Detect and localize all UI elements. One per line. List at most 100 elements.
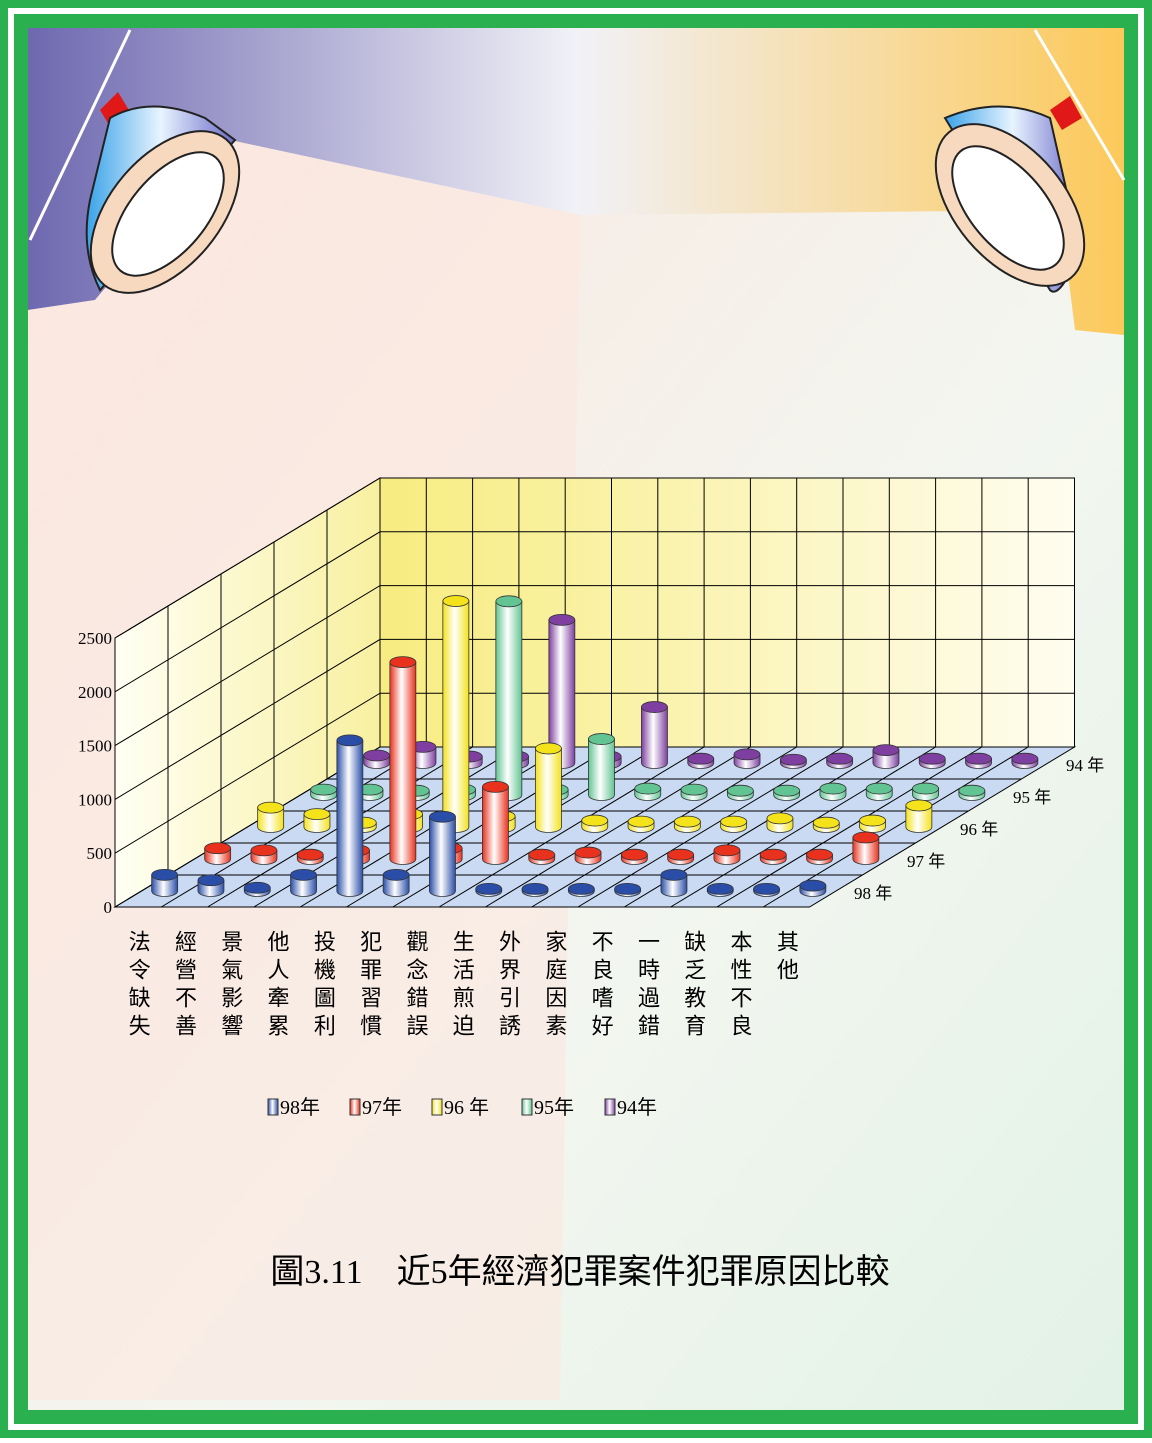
cylinder-top xyxy=(197,874,225,887)
cylinder-top xyxy=(905,799,933,812)
x-tick-label: 外界引誘 xyxy=(496,930,521,1042)
y-tick-label: 2000 xyxy=(78,683,112,702)
y-tick-label: 1000 xyxy=(78,790,112,809)
cylinder-top xyxy=(918,752,946,765)
cylinder-top xyxy=(799,879,827,892)
cylinder-top xyxy=(442,595,470,607)
cylinder-top xyxy=(574,846,602,859)
grid-line xyxy=(114,746,1075,908)
legend-swatch xyxy=(431,1098,443,1116)
cylinder xyxy=(257,807,285,833)
top-band xyxy=(28,28,1124,335)
cylinder xyxy=(151,874,179,897)
floor-grid xyxy=(438,746,705,908)
grid-line xyxy=(114,692,1075,854)
legend-swatch xyxy=(267,1098,279,1116)
cylinder-top xyxy=(660,868,688,881)
chart-title: 圖3.11 近5年經濟犯罪案件犯罪原因比較 xyxy=(270,1253,889,1291)
x-tick-label: 其他 xyxy=(774,930,799,986)
cylinder-top xyxy=(819,782,847,795)
y-tick-label: 2500 xyxy=(78,629,112,648)
cylinder-top xyxy=(859,814,886,827)
legend-swatch xyxy=(349,1098,361,1116)
cylinder xyxy=(495,600,523,801)
cylinder-top xyxy=(567,882,595,895)
cylinder-top xyxy=(733,748,761,761)
row-label: 96 年 xyxy=(960,820,998,839)
x-tick-label: 不良嗜好 xyxy=(589,930,614,1042)
cylinder-top xyxy=(958,784,986,797)
x-tick-label: 經營不善 xyxy=(172,930,197,1042)
cylinder xyxy=(389,661,417,865)
x-tick-label: 法令缺失 xyxy=(126,930,151,1042)
cylinder xyxy=(535,748,562,833)
cylinder-top xyxy=(687,752,715,765)
cylinder-top xyxy=(257,801,285,814)
row-label: 95 年 xyxy=(1013,788,1051,807)
row-label: 97 年 xyxy=(907,852,945,871)
cylinder-top xyxy=(667,848,695,861)
cylinder-top xyxy=(806,848,833,861)
cylinder-top xyxy=(713,844,741,857)
cylinder xyxy=(660,874,688,897)
cylinder-top xyxy=(726,784,754,797)
cylinder-top xyxy=(336,734,364,747)
cylinder-top xyxy=(673,815,701,828)
floor-grid xyxy=(485,746,751,908)
cylinder-top xyxy=(363,749,391,762)
cylinder-top xyxy=(151,868,179,881)
x-tick-label: 投機圖利 xyxy=(311,930,336,1042)
x-tick-label: 犯罪習慣 xyxy=(357,930,382,1042)
cylinder xyxy=(588,738,615,801)
lamp-wire xyxy=(28,29,132,241)
cylinder-top xyxy=(766,812,794,825)
cylinder-top xyxy=(389,656,417,668)
legend-label: 94年 xyxy=(617,1096,657,1119)
y-tick-label: 1500 xyxy=(78,737,112,756)
cylinder-top xyxy=(250,844,278,857)
cylinder xyxy=(482,786,509,865)
cylinder-top xyxy=(759,848,787,861)
legend-swatch xyxy=(604,1098,616,1116)
cylinder xyxy=(442,600,470,833)
x-tick-label: 景氣影響 xyxy=(218,930,243,1042)
cylinder-top xyxy=(753,882,780,895)
cylinder-top xyxy=(912,782,939,795)
cylinder-top xyxy=(429,810,456,823)
cylinder-top xyxy=(641,701,668,713)
cylinder-top xyxy=(482,781,509,793)
grid-line xyxy=(114,638,1075,800)
cylinder-top xyxy=(243,881,271,894)
legend-label: 97年 xyxy=(362,1096,402,1119)
cylinder-top xyxy=(965,752,992,765)
legend-label: 95年 xyxy=(534,1096,574,1119)
cylinder-top xyxy=(706,882,734,895)
cylinder-top xyxy=(290,868,317,881)
cylinder xyxy=(429,816,456,897)
cylinder-top xyxy=(475,882,503,895)
cylinder-top xyxy=(204,842,232,855)
cylinder-top xyxy=(627,815,655,828)
row-label: 98 年 xyxy=(854,884,892,903)
cylinder-top xyxy=(1011,752,1039,765)
cylinder-top xyxy=(535,742,562,755)
cylinder-top xyxy=(310,783,338,796)
floor-grid xyxy=(670,746,936,908)
cylinder xyxy=(852,837,880,865)
cylinder xyxy=(336,739,364,897)
cylinder-top xyxy=(872,744,900,756)
y-tick-label: 500 xyxy=(87,844,113,863)
floor-grid xyxy=(716,746,983,908)
cylinder-top xyxy=(826,752,854,765)
cylinder-top xyxy=(614,882,642,895)
cylinder-top xyxy=(812,816,840,829)
cylinder-top xyxy=(773,784,801,797)
grid-line xyxy=(114,477,1075,639)
cylinder-top xyxy=(521,882,549,895)
cylinder xyxy=(641,706,668,769)
x-tick-label: 本性不良 xyxy=(728,930,753,1042)
cylinder-top xyxy=(634,782,662,795)
cylinder-top xyxy=(720,815,748,828)
grid-line xyxy=(114,585,1075,747)
